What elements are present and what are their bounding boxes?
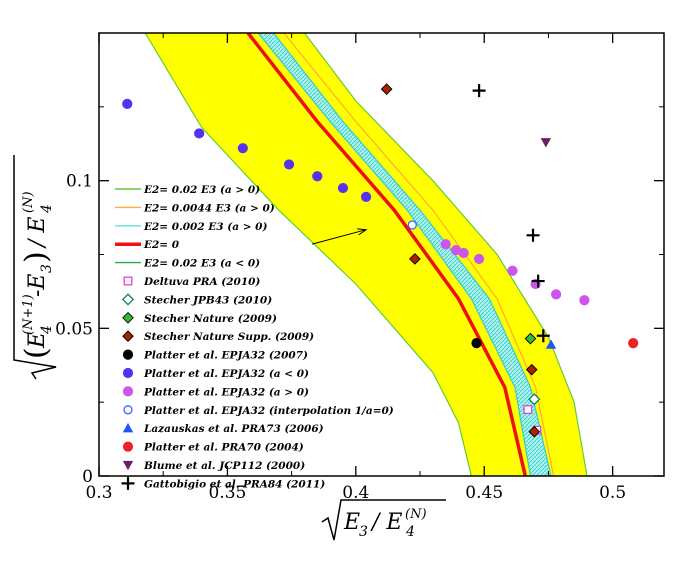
svg-text:): ) — [19, 251, 54, 263]
point-platter-et-al-pra70-2004 — [628, 338, 639, 349]
legend-label-2: E2= 0.0044 E3 (a > 0) — [143, 202, 275, 214]
x-tick-label: 0.3 — [85, 483, 112, 503]
legend-label-6: Deltuva PRA (2010) — [143, 276, 260, 288]
legend-label-16: Blume et al. JCP112 (2000) — [143, 460, 305, 472]
point-lazauskas-et-al-pra73-2006 — [545, 339, 557, 349]
x-tick-label: 0.4 — [342, 483, 369, 503]
legend-marker-11 — [122, 367, 134, 379]
point-stecher-nature-supp-2009 — [528, 425, 541, 438]
band-left-edge — [257, 33, 532, 476]
point-platter-et-al-epja32-a-0 — [458, 247, 469, 259]
legend-marker-15 — [122, 441, 134, 452]
point-platter-et-al-epja32-a-0 — [122, 98, 133, 109]
x-tick-label: 0.5 — [599, 483, 626, 503]
point-platter-et-al-epja32-a-0 — [312, 171, 323, 182]
svg-text:(N+1): (N+1) — [21, 294, 36, 335]
point-platter-et-al-epja32-a-0 — [337, 182, 349, 194]
data-points — [122, 83, 639, 438]
x-tick-label: 0.35 — [208, 483, 246, 503]
svg-text:(N): (N) — [21, 191, 36, 213]
legend-marker-10 — [122, 349, 134, 360]
svg-text:4: 4 — [405, 524, 415, 540]
point-stecher-nature-2009 — [524, 332, 537, 345]
point-stecher-nature-supp-2009 — [380, 83, 393, 95]
svg-text:4: 4 — [39, 325, 55, 335]
legend-marker-7 — [121, 293, 135, 306]
bands — [144, 33, 588, 476]
legend-marker-8 — [122, 311, 134, 324]
legend-label-17: Gattobigio et al. PRA84 (2011) — [144, 478, 325, 490]
svg-text:(N): (N) — [405, 507, 427, 522]
annotation-arrow — [312, 229, 367, 245]
legend-marker-17 — [121, 476, 135, 490]
point-platter-et-al-epja32-a-0 — [283, 159, 295, 170]
annotation-arrow-head — [357, 228, 368, 236]
legend-label-13: Platter et al. EPJA32 (interpolation 1/a… — [143, 405, 394, 417]
y-tick-label: 0 — [82, 467, 93, 487]
legend-label-5: E2= 0.02 E3 (a < 0) — [143, 258, 260, 270]
point-gattobigio-et-al-pra84-2011 — [526, 228, 540, 242]
legend-label-9: Stecher Nature Supp. (2009) — [144, 331, 314, 343]
svg-text:4: 4 — [39, 204, 55, 214]
svg-text:/ E: / E — [25, 217, 50, 249]
band-e2-0-02-e3-a-0 — [145, 33, 587, 476]
point-platter-et-al-epja32-a-0 — [440, 239, 451, 250]
point-stecher-jpb43-2010 — [528, 393, 541, 406]
point-platter-et-al-epja32-a-0 — [237, 143, 248, 154]
legend-label-3: E2= 0.002 E3 (a > 0) — [143, 221, 267, 233]
legend-marker-12 — [122, 386, 134, 397]
point-blume-et-al-jcp112-2000 — [540, 138, 552, 148]
point-platter-et-al-epja32-interpolation-1-a-0 — [407, 220, 417, 230]
legend-label-14: Lazauskas et al. PRA73 (2006) — [143, 423, 324, 435]
legend-label-1: E2= 0.02 E3 (a > 0) — [143, 184, 260, 196]
y-tick-label: 0.05 — [55, 319, 93, 339]
svg-text:/ E: / E — [370, 510, 402, 535]
legend-marker-16 — [122, 460, 134, 471]
point-platter-et-al-epja32-a-0 — [507, 265, 518, 276]
x-axis-label: E 3 / E 4 (N) — [321, 499, 446, 541]
point-stecher-nature-supp-2009 — [525, 363, 538, 376]
legend-label-10: Platter et al. EPJA32 (2007) — [143, 350, 308, 362]
legend-marker-14 — [122, 423, 134, 433]
svg-text:(: ( — [19, 347, 54, 359]
legend-marker-6 — [123, 276, 133, 286]
point-deltuva-pra-2010 — [523, 405, 533, 414]
legend-label-7: Stecher JPB43 (2010) — [144, 294, 272, 306]
svg-text:-E: -E — [25, 274, 50, 298]
legend-marker-9 — [122, 330, 134, 343]
legend-label-8: Stecher Nature (2009) — [144, 313, 277, 325]
legend-label-11: Platter et al. EPJA32 (a < 0) — [143, 368, 309, 380]
svg-text:3: 3 — [359, 524, 368, 540]
point-stecher-nature-supp-2009 — [409, 253, 421, 265]
legend-label-4: E2= 0 — [143, 239, 180, 251]
y-axis-label: ( E 4 (N+1) -E 3 ) / E 4 (N) — [13, 155, 57, 380]
y-tick-label: 0.1 — [66, 172, 93, 192]
svg-text:E: E — [343, 510, 360, 535]
point-platter-et-al-epja32-a-0 — [579, 295, 590, 306]
legend-label-15: Platter et al. PRA70 (2004) — [143, 442, 304, 454]
annotation — [312, 228, 368, 245]
svg-text:E: E — [25, 332, 50, 349]
point-gattobigio-et-al-pra84-2011 — [472, 84, 486, 98]
point-gattobigio-et-al-pra84-2011 — [536, 329, 550, 343]
band-left-edge — [144, 33, 472, 476]
axes-ticks: 0.3 0.35 0.4 0.45 0.5 0 0.05 0.1 — [55, 33, 664, 503]
curve-e2-0 — [246, 33, 528, 476]
legend-marker-13 — [123, 405, 133, 415]
point-platter-et-al-epja32-a-0 — [551, 289, 562, 300]
point-platter-et-al-epja32-a-0 — [360, 191, 372, 203]
point-platter-et-al-epja32-2007 — [471, 338, 482, 349]
point-platter-et-al-epja32-a-0 — [194, 128, 205, 139]
point-gattobigio-et-al-pra84-2011 — [531, 274, 545, 288]
point-platter-et-al-epja32-a-0 — [473, 253, 485, 265]
legend: E2= 0.02 E3 (a > 0) E2= 0.0044 E3 (a > 0)… — [115, 184, 394, 490]
x-tick-label: 0.45 — [465, 483, 503, 503]
svg-text:3: 3 — [39, 264, 55, 273]
band-right-edge — [304, 33, 588, 476]
legend-label-12: Platter et al. EPJA32 (a > 0) — [143, 386, 309, 398]
